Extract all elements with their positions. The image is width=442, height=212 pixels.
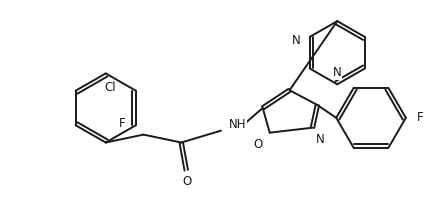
Text: Cl: Cl xyxy=(104,81,115,94)
Text: N: N xyxy=(316,133,325,146)
Text: O: O xyxy=(183,176,192,188)
Text: N: N xyxy=(333,66,342,79)
Text: N: N xyxy=(291,34,300,47)
Text: NH: NH xyxy=(229,118,247,131)
Text: F: F xyxy=(118,117,125,130)
Text: O: O xyxy=(253,138,263,151)
Text: F: F xyxy=(416,111,423,124)
